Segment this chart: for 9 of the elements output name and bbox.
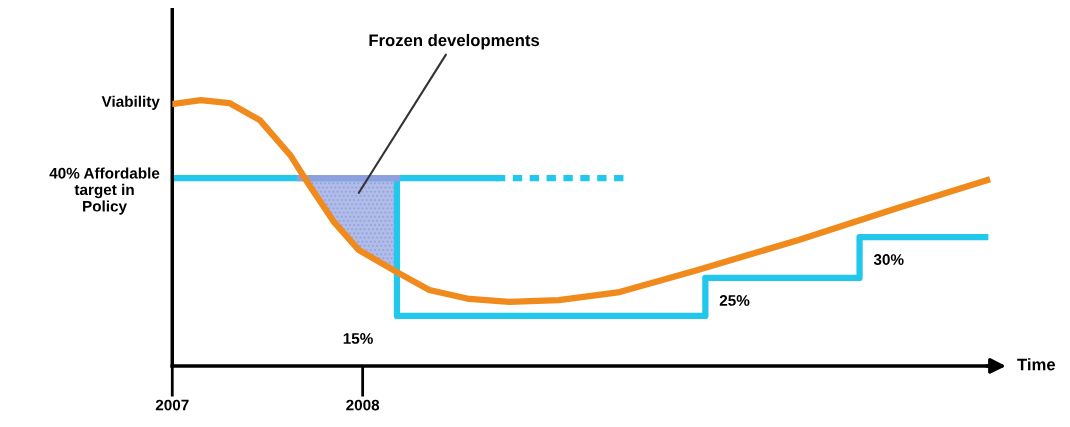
annotation: 30% [873,254,904,265]
annotation: Viability [101,95,160,110]
annotation: 40% Affordable target in Policy [49,167,160,215]
x-tick-label: 2008 [346,399,380,411]
annotation: 15% [343,333,373,344]
annotation: 25% [719,295,750,306]
text: Frozen developments [369,33,540,50]
x-axis-title: Time [1017,358,1056,371]
x-tick-label: 2007 [155,399,189,411]
